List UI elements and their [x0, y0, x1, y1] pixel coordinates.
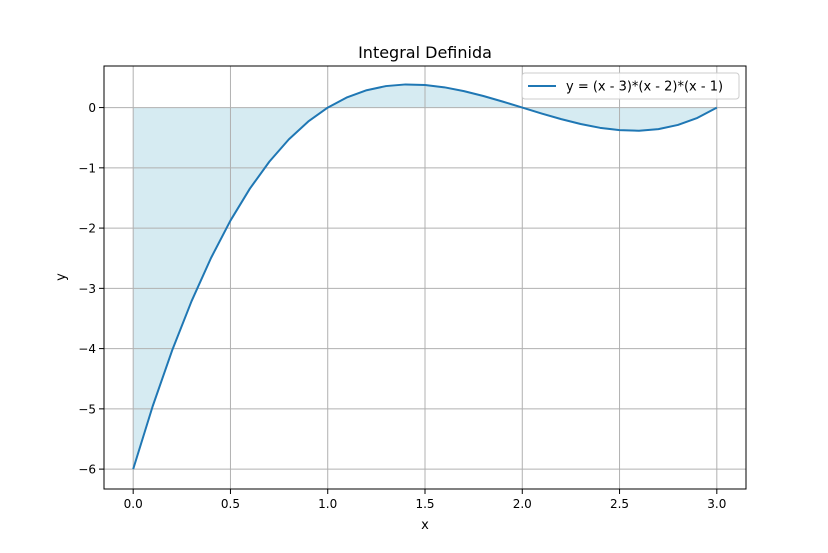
- y-axis-label: y: [54, 273, 69, 281]
- legend-box: [521, 72, 740, 100]
- x-tick-label: 2.0: [513, 497, 532, 511]
- chart-title: Integral Definida: [358, 43, 492, 62]
- y-tick-label: −2: [78, 222, 96, 236]
- x-tick-label: 1.5: [415, 497, 434, 511]
- x-tick-label: 0.5: [221, 497, 240, 511]
- x-axis-label: x: [421, 518, 429, 533]
- series-layer: [132, 83, 718, 470]
- y-tick-label: −1: [78, 161, 96, 175]
- integral-area: [133, 84, 717, 470]
- legend-entry-label: y = (x - 3)*(x - 2)*(x - 1): [566, 80, 723, 95]
- y-tick-label: −5: [78, 402, 96, 416]
- x-tick-label: 0.0: [124, 497, 143, 511]
- y-tick-label: −4: [78, 342, 96, 356]
- x-tick-label: 2.5: [610, 497, 629, 511]
- legend: y = (x - 3)*(x - 2)*(x - 1): [521, 72, 740, 100]
- x-tick-label: 1.0: [318, 497, 337, 511]
- x-tick-label: 3.0: [707, 497, 726, 511]
- fill-layer: [133, 84, 717, 470]
- tick-layer: 0.0 0.5 1.0 1.5 2.0 2.5 3.0 0 −1 −2 −3 −4 −5 −6: [78, 101, 726, 511]
- series-line: [132, 83, 718, 470]
- y-tick-label: −3: [78, 282, 96, 296]
- y-tick-label: 0: [88, 101, 96, 115]
- grid-layer: [104, 66, 746, 489]
- y-tick-label: −6: [78, 463, 96, 477]
